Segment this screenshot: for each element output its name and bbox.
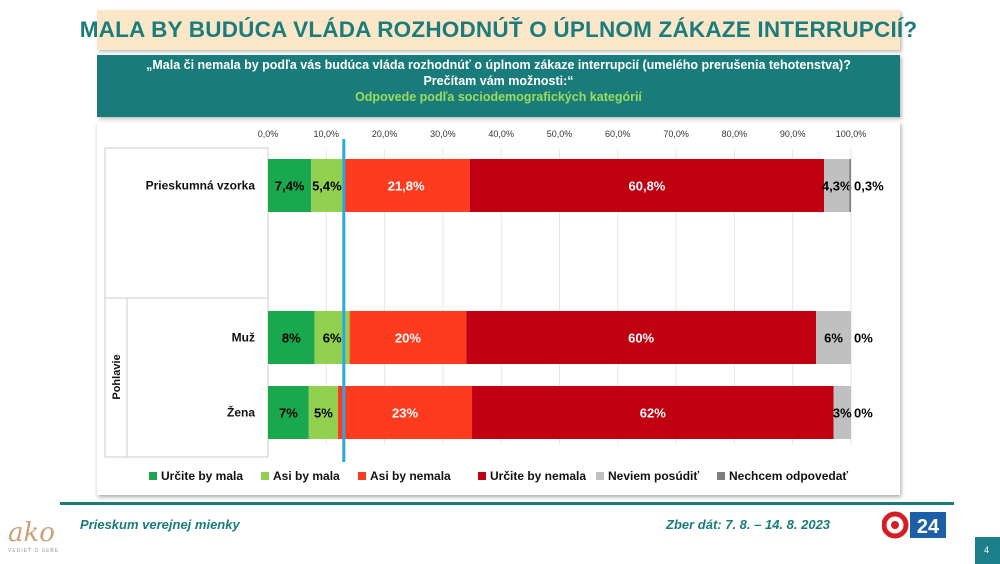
bar-segment [268, 386, 309, 439]
ako-logo: ako [8, 518, 55, 548]
question-subtitle: Odpovede podľa sociodemografických kateg… [355, 90, 642, 104]
data-label: 20% [395, 331, 421, 346]
bar-segment [472, 386, 834, 439]
bar-segment [849, 159, 851, 212]
data-label: 21,8% [388, 179, 425, 194]
data-label: 7,4% [275, 179, 305, 194]
data-label: 6% [323, 331, 342, 346]
stacked-bar-chart: 0,0% 10,0% 20,0% 30,0% 40,0% 50,0% 60,0% 70,0% 8… [104, 129, 884, 483]
bar-segment [268, 311, 315, 364]
x-tick-label: 60,0% [605, 129, 631, 139]
legend-label: Určite by mala [161, 469, 243, 483]
legend-label: Nechcem odpovedať [729, 469, 848, 483]
bar-segment [337, 386, 473, 439]
x-tick-label: 90,0% [780, 129, 806, 139]
legend-label: Asi by nemala [370, 469, 451, 483]
legend-label: Asi by mala [273, 469, 340, 483]
chart-frame: 0,0% 10,0% 20,0% 30,0% 40,0% 50,0% 60,0% 70,0% 8… [97, 122, 900, 495]
x-tick-label: 100,0% [836, 129, 867, 139]
group-label-pohlavie: Pohlavie [111, 354, 123, 399]
x-tick-label: 70,0% [663, 129, 689, 139]
data-label: 6% [824, 331, 843, 346]
legend-swatch [478, 472, 486, 480]
legend-swatch [149, 472, 157, 480]
bar-segment [824, 159, 850, 212]
data-label: 5,4% [312, 179, 342, 194]
legend-swatch [717, 472, 725, 480]
bar-segment [833, 386, 851, 439]
bar-segment [466, 311, 817, 364]
bar-segment [816, 311, 851, 364]
category-label: Muž [232, 331, 255, 345]
bar-segment [342, 159, 470, 212]
x-tick-label: 20,0% [372, 129, 398, 139]
category-label: Žena [227, 405, 255, 420]
question-banner: „Mala či nemala by podľa vás budúca vlád… [97, 55, 900, 117]
x-tick-label: 10,0% [314, 129, 340, 139]
bar-segment [469, 159, 825, 212]
tv24-logo-icon: 24 [882, 511, 946, 539]
bar-segment [268, 159, 312, 212]
tv24-logo-text: 24 [917, 516, 940, 538]
footer-divider [60, 502, 954, 505]
x-tick-label: 30,0% [430, 129, 456, 139]
legend-swatch [358, 472, 366, 480]
ako-logo-tagline: VEDIEŤ O SEBE [8, 548, 60, 554]
data-label: 7% [279, 406, 298, 421]
bar-segment [311, 159, 343, 212]
category-label: Prieskumná vzorka [146, 179, 256, 193]
data-label: 62% [640, 406, 666, 421]
legend-swatch [261, 472, 269, 480]
footer-date-label: Zber dát: 7. 8. – 14. 8. 2023 [666, 517, 831, 532]
data-label: 23% [392, 406, 418, 421]
legend-label: Určite by nemala [490, 469, 586, 483]
page-number: 4 [984, 545, 990, 555]
x-tick-label: 80,0% [722, 129, 748, 139]
data-label: 0% [854, 406, 873, 421]
title-banner: MALA BY BUDÚCA VLÁDA ROZHODNÚŤ O ÚPLNOM … [80, 10, 917, 50]
bar-segment [308, 386, 338, 439]
x-tick-label: 50,0% [547, 129, 573, 139]
footer-survey-label: Prieskum verejnej mienky [80, 517, 240, 532]
x-tick-label: 40,0% [488, 129, 514, 139]
data-label: 60,8% [629, 179, 666, 194]
bar-segment [349, 311, 467, 364]
question-text: „Mala či nemala by podľa vás budúca vlád… [146, 58, 851, 88]
legend-swatch [596, 472, 604, 480]
data-label: 3% [833, 406, 852, 421]
data-label: 60% [628, 331, 654, 346]
page-title: MALA BY BUDÚCA VLÁDA ROZHODNÚŤ O ÚPLNOM … [79, 17, 918, 42]
legend-label: Neviem posúdiť [608, 469, 699, 483]
data-label: 5% [314, 406, 333, 421]
page-corner [975, 537, 1000, 564]
data-label: 4,3% [822, 179, 852, 194]
data-label: 8% [282, 331, 301, 346]
data-label: 0% [854, 331, 873, 346]
data-label: 0,3% [854, 179, 884, 194]
x-tick-label: 0,0% [258, 129, 279, 139]
